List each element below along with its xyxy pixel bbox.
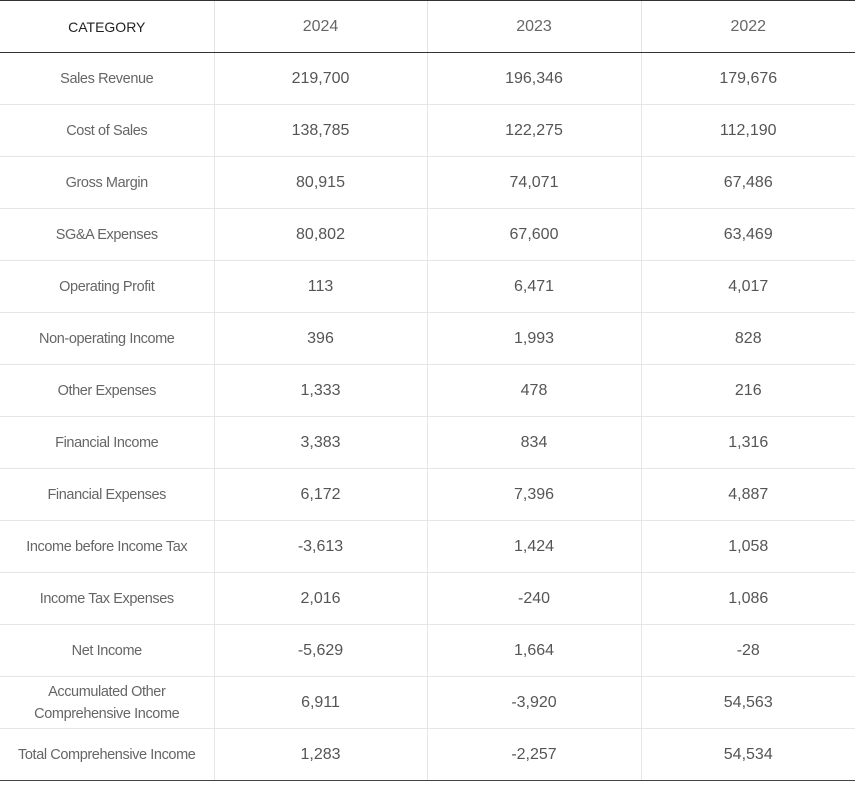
row-category: Net Income: [0, 624, 214, 677]
row-category: Accumulated Other Comprehensive Income: [0, 676, 214, 729]
cell-value-2023: 74,071: [426, 156, 641, 209]
cell-value-2024: 1,333: [213, 364, 427, 417]
cell-value-2023: -2,257: [426, 728, 641, 781]
row-category: Income Tax Expenses: [0, 572, 214, 625]
cell-value-2024: 396: [213, 312, 427, 365]
header-year-2022: 2022: [640, 0, 855, 53]
table-row: SG&A Expenses 80,802 67,600 63,469: [0, 208, 855, 261]
cell-value-2024: -5,629: [213, 624, 427, 677]
cell-value-2022: 4,017: [640, 260, 855, 313]
cell-value-2022: 828: [640, 312, 855, 365]
row-category: Sales Revenue: [0, 52, 214, 105]
table-row: Total Comprehensive Income 1,283 -2,257 …: [0, 728, 855, 781]
cell-value-2022: 63,469: [640, 208, 855, 261]
cell-value-2024: 80,802: [213, 208, 427, 261]
cell-value-2023: 1,424: [426, 520, 641, 573]
cell-value-2024: 3,383: [213, 416, 427, 469]
row-category: Total Comprehensive Income: [0, 728, 214, 781]
cell-value-2022: 54,563: [640, 676, 855, 729]
cell-value-2024: 80,915: [213, 156, 427, 209]
cell-value-2023: 834: [426, 416, 641, 469]
table-row: Net Income -5,629 1,664 -28: [0, 624, 855, 677]
header-year-2023: 2023: [426, 0, 641, 53]
table-row: Other Expenses 1,333 478 216: [0, 364, 855, 417]
header-year-2024: 2024: [213, 0, 427, 53]
cell-value-2023: 67,600: [426, 208, 641, 261]
header-category: CATEGORY: [0, 0, 214, 53]
table-row: Financial Expenses 6,172 7,396 4,887: [0, 468, 855, 521]
table-row: Financial Income 3,383 834 1,316: [0, 416, 855, 469]
row-category: Income before Income Tax: [0, 520, 214, 573]
cell-value-2023: 6,471: [426, 260, 641, 313]
cell-value-2023: -240: [426, 572, 641, 625]
table-body: Sales Revenue 219,700 196,346 179,676 Co…: [0, 52, 855, 781]
cell-value-2022: 1,316: [640, 416, 855, 469]
cell-value-2024: -3,613: [213, 520, 427, 573]
cell-value-2022: 179,676: [640, 52, 855, 105]
cell-value-2024: 113: [213, 260, 427, 313]
cell-value-2023: 196,346: [426, 52, 641, 105]
row-category: Financial Expenses: [0, 468, 214, 521]
cell-value-2024: 1,283: [213, 728, 427, 781]
table-header: CATEGORY 2024 2023 2022: [0, 0, 855, 53]
row-category: Operating Profit: [0, 260, 214, 313]
table-row: Sales Revenue 219,700 196,346 179,676: [0, 52, 855, 105]
cell-value-2022: -28: [640, 624, 855, 677]
cell-value-2022: 216: [640, 364, 855, 417]
row-category: Gross Margin: [0, 156, 214, 209]
cell-value-2022: 1,086: [640, 572, 855, 625]
cell-value-2024: 6,172: [213, 468, 427, 521]
cell-value-2023: 1,664: [426, 624, 641, 677]
cell-value-2024: 2,016: [213, 572, 427, 625]
cell-value-2023: 478: [426, 364, 641, 417]
table-row: Gross Margin 80,915 74,071 67,486: [0, 156, 855, 209]
cell-value-2022: 1,058: [640, 520, 855, 573]
cell-value-2024: 138,785: [213, 104, 427, 157]
table-row: Cost of Sales 138,785 122,275 112,190: [0, 104, 855, 157]
row-category: Financial Income: [0, 416, 214, 469]
table-row: Income Tax Expenses 2,016 -240 1,086: [0, 572, 855, 625]
cell-value-2023: 7,396: [426, 468, 641, 521]
cell-value-2023: -3,920: [426, 676, 641, 729]
cell-value-2024: 219,700: [213, 52, 427, 105]
cell-value-2022: 4,887: [640, 468, 855, 521]
cell-value-2022: 54,534: [640, 728, 855, 781]
table-row: Income before Income Tax -3,613 1,424 1,…: [0, 520, 855, 573]
table-row: Operating Profit 113 6,471 4,017: [0, 260, 855, 313]
table-row: Accumulated Other Comprehensive Income 6…: [0, 676, 855, 729]
cell-value-2024: 6,911: [213, 676, 427, 729]
cell-value-2022: 67,486: [640, 156, 855, 209]
table-row: Non-operating Income 396 1,993 828: [0, 312, 855, 365]
cell-value-2022: 112,190: [640, 104, 855, 157]
row-category: Other Expenses: [0, 364, 214, 417]
header-row: CATEGORY 2024 2023 2022: [0, 0, 855, 53]
row-category: SG&A Expenses: [0, 208, 214, 261]
row-category: Cost of Sales: [0, 104, 214, 157]
cell-value-2023: 122,275: [426, 104, 641, 157]
row-category: Non-operating Income: [0, 312, 214, 365]
cell-value-2023: 1,993: [426, 312, 641, 365]
